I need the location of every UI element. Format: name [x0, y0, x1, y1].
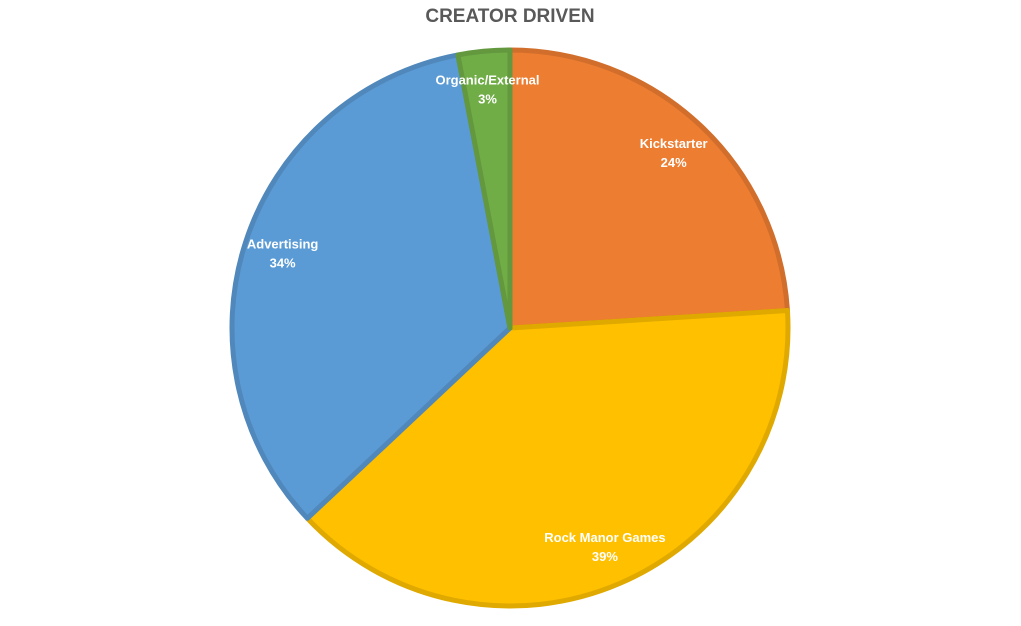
pie-slice — [455, 47, 513, 331]
pie-slice — [229, 52, 513, 521]
data-label-name: Kickstarter — [640, 136, 708, 151]
data-label-name: Organic/External — [435, 72, 539, 87]
data-label-name: Advertising — [247, 237, 319, 252]
data-label-value: 39% — [592, 549, 618, 564]
chart-title: CREATOR DRIVEN — [425, 6, 594, 27]
pie-slice — [304, 308, 791, 609]
data-label-value: 34% — [270, 256, 296, 271]
data-label-value: 24% — [661, 155, 687, 170]
data-label-name: Rock Manor Games — [544, 530, 665, 545]
data-label-value: 3% — [478, 91, 497, 106]
pie-slice — [507, 47, 790, 331]
